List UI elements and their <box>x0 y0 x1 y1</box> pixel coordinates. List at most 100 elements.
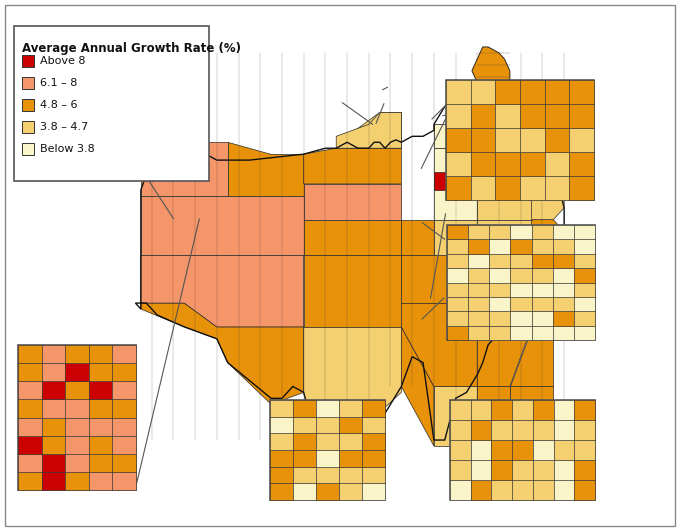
Polygon shape <box>401 327 434 446</box>
Polygon shape <box>112 435 136 454</box>
Polygon shape <box>532 326 553 340</box>
Polygon shape <box>447 297 468 311</box>
Polygon shape <box>141 303 304 404</box>
Polygon shape <box>18 454 41 472</box>
Polygon shape <box>401 220 434 255</box>
Polygon shape <box>89 417 112 435</box>
Polygon shape <box>65 399 89 417</box>
Polygon shape <box>490 268 511 282</box>
Text: Average Annual Growth Rate (%): Average Annual Growth Rate (%) <box>22 42 241 55</box>
Polygon shape <box>112 472 136 490</box>
Polygon shape <box>141 255 304 327</box>
Polygon shape <box>304 255 401 327</box>
Polygon shape <box>569 176 594 200</box>
Polygon shape <box>434 124 477 148</box>
Polygon shape <box>468 297 490 311</box>
Polygon shape <box>477 184 532 220</box>
Polygon shape <box>41 381 65 399</box>
Polygon shape <box>490 239 511 254</box>
Polygon shape <box>89 454 112 472</box>
Polygon shape <box>270 467 293 483</box>
Bar <box>18 345 136 490</box>
Polygon shape <box>554 420 575 440</box>
Polygon shape <box>553 297 574 311</box>
Bar <box>22 77 34 89</box>
Polygon shape <box>434 220 477 255</box>
Polygon shape <box>450 440 471 460</box>
Polygon shape <box>468 326 490 340</box>
Polygon shape <box>89 381 112 399</box>
Polygon shape <box>362 400 385 417</box>
Polygon shape <box>293 417 316 433</box>
Polygon shape <box>520 128 545 152</box>
Polygon shape <box>472 47 510 89</box>
Polygon shape <box>468 268 490 282</box>
Polygon shape <box>293 450 316 467</box>
Polygon shape <box>471 104 495 128</box>
Polygon shape <box>434 184 477 220</box>
Polygon shape <box>450 460 471 480</box>
Polygon shape <box>574 282 595 297</box>
Polygon shape <box>141 142 228 196</box>
Polygon shape <box>316 400 339 417</box>
Polygon shape <box>510 113 554 148</box>
Polygon shape <box>65 363 89 381</box>
Polygon shape <box>492 480 512 500</box>
Polygon shape <box>468 311 490 326</box>
Polygon shape <box>490 297 511 311</box>
Polygon shape <box>434 387 477 446</box>
Polygon shape <box>18 472 41 490</box>
Polygon shape <box>447 326 468 340</box>
Polygon shape <box>520 152 545 176</box>
Bar <box>22 143 34 155</box>
Polygon shape <box>533 480 554 500</box>
Polygon shape <box>41 454 65 472</box>
Polygon shape <box>574 254 595 268</box>
Polygon shape <box>112 381 136 399</box>
Polygon shape <box>554 440 575 460</box>
Polygon shape <box>293 483 316 500</box>
Polygon shape <box>401 303 477 387</box>
Polygon shape <box>575 480 595 500</box>
Polygon shape <box>41 435 65 454</box>
Polygon shape <box>141 196 304 255</box>
Polygon shape <box>511 254 532 268</box>
Polygon shape <box>553 282 574 297</box>
Polygon shape <box>533 400 554 420</box>
Polygon shape <box>316 483 339 500</box>
Polygon shape <box>339 400 362 417</box>
Polygon shape <box>447 254 468 268</box>
Polygon shape <box>575 400 595 420</box>
Polygon shape <box>495 152 520 176</box>
Polygon shape <box>574 297 595 311</box>
Polygon shape <box>112 399 136 417</box>
Polygon shape <box>511 326 532 340</box>
Polygon shape <box>512 420 533 440</box>
Polygon shape <box>533 460 554 480</box>
Polygon shape <box>362 417 385 433</box>
Polygon shape <box>447 239 468 254</box>
Polygon shape <box>553 268 574 282</box>
Polygon shape <box>41 399 65 417</box>
Polygon shape <box>65 417 89 435</box>
Polygon shape <box>520 176 545 200</box>
Bar <box>450 400 595 500</box>
Polygon shape <box>304 327 401 434</box>
Polygon shape <box>471 480 492 500</box>
Polygon shape <box>553 254 574 268</box>
Polygon shape <box>89 363 112 381</box>
Polygon shape <box>336 113 401 148</box>
Polygon shape <box>339 450 362 467</box>
Polygon shape <box>471 152 495 176</box>
Polygon shape <box>450 480 471 500</box>
Polygon shape <box>304 184 401 220</box>
Polygon shape <box>89 435 112 454</box>
Polygon shape <box>492 440 512 460</box>
Bar <box>447 225 595 340</box>
Polygon shape <box>477 255 532 303</box>
Polygon shape <box>532 148 564 184</box>
Polygon shape <box>316 467 339 483</box>
Polygon shape <box>112 363 136 381</box>
Polygon shape <box>316 433 339 450</box>
Polygon shape <box>41 472 65 490</box>
